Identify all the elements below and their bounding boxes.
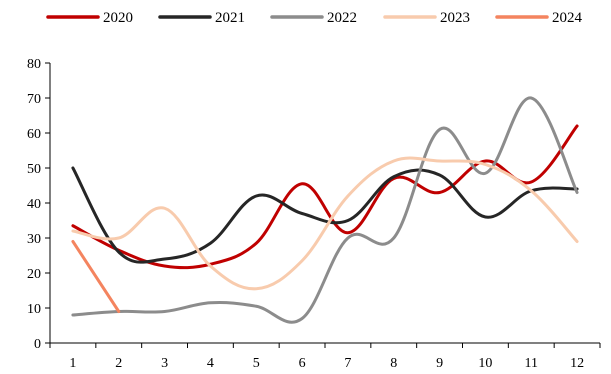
y-tick-label: 60	[27, 127, 41, 142]
x-tick-label: 6	[299, 356, 306, 371]
x-tick-label: 11	[525, 356, 538, 371]
x-tick-label: 8	[390, 356, 397, 371]
x-tick-label: 5	[253, 356, 260, 371]
series-line-2020	[71, 124, 579, 270]
y-tick-label: 50	[27, 162, 41, 177]
y-tick-label: 0	[34, 337, 41, 352]
x-tick-label: 2	[115, 356, 122, 371]
x-tick-label: 3	[161, 356, 168, 371]
y-tick-label: 40	[27, 197, 41, 212]
y-tick-label: 70	[27, 92, 41, 107]
x-tick-label: 10	[478, 356, 492, 371]
y-tick-label: 10	[27, 302, 41, 317]
x-tick-label: 4	[207, 356, 214, 371]
series-lines	[71, 96, 579, 324]
x-tick-label: 12	[570, 356, 584, 371]
legend-label-2023: 2023	[440, 10, 470, 26]
y-tick-label: 20	[27, 267, 41, 282]
legend-label-2020: 2020	[103, 10, 133, 26]
y-tick-label: 30	[27, 232, 41, 247]
series-line-2021	[71, 166, 579, 264]
legend-label-2022: 2022	[327, 10, 357, 26]
legend: 2020 2021 2022 2023 2024	[46, 10, 583, 26]
x-tick-label: 1	[69, 356, 76, 371]
x-tick-label: 9	[436, 356, 443, 371]
legend-label-2021: 2021	[215, 10, 245, 26]
legend-label-2024: 2024	[552, 10, 583, 26]
x-tick-label: 7	[344, 356, 351, 371]
series-line-2022	[71, 96, 579, 324]
series-line-2024	[71, 240, 121, 313]
y-tick-label: 80	[27, 57, 41, 72]
series-line-2023	[71, 156, 579, 291]
